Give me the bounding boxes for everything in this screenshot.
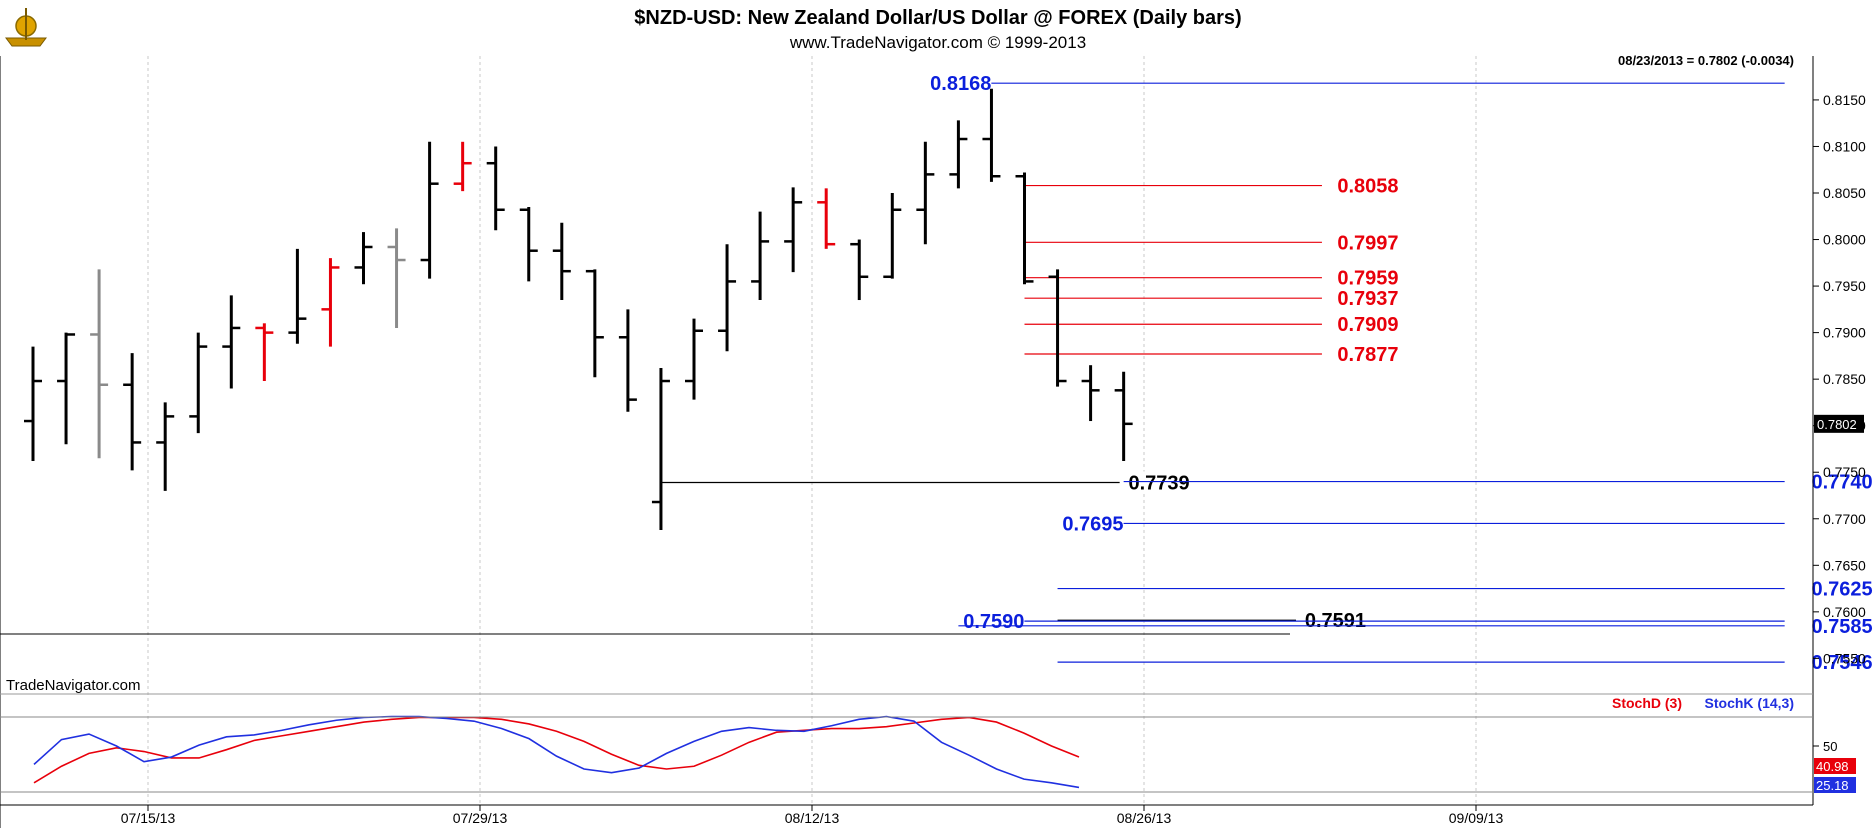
price-level-label-bg: [1802, 577, 1873, 600]
y-tick-label: 0.8000: [1823, 232, 1866, 248]
chart-subtitle: www.TradeNavigator.com © 1999-2013: [789, 33, 1086, 52]
price-level-label: 0.8168: [930, 73, 991, 95]
y-tick-label: 0.8050: [1823, 185, 1866, 201]
price-level-label: 0.7546: [1811, 652, 1872, 674]
y-tick-label: 0.8100: [1823, 138, 1866, 154]
y-tick-label: 0.8150: [1823, 92, 1866, 108]
y-tick-label: 0.7750: [1823, 464, 1866, 480]
price-level-label-bg: [1328, 287, 1399, 310]
price-level-label-bg: [1802, 614, 1873, 637]
price-level-label: 0.7739: [1128, 472, 1189, 494]
x-tick-label: 07/15/13: [121, 810, 176, 826]
y-tick-label: 0.7700: [1823, 511, 1866, 527]
price-level-label: 0.8058: [1337, 176, 1398, 198]
x-tick-label: 09/09/13: [1449, 810, 1504, 826]
y-tick-label: 0.7900: [1823, 325, 1866, 341]
stoch-line-d: [33, 716, 1080, 784]
last-price-label: 0.7802: [1817, 417, 1857, 432]
price-level-label-bg: [921, 72, 992, 95]
price-level-label: 0.7959: [1337, 268, 1398, 290]
y-tick-label: 0.7650: [1823, 557, 1866, 573]
x-tick-label: 08/12/13: [785, 810, 840, 826]
price-level-label: 0.7740: [1811, 472, 1872, 494]
price-bars: [24, 88, 1133, 530]
price-level-label-bg: [1328, 343, 1399, 366]
last-quote: 08/23/2013 = 0.7802 (-0.0034): [1618, 53, 1794, 68]
y-tick-label: 0.7600: [1823, 604, 1866, 620]
price-level-label-bg: [1328, 266, 1399, 289]
price-level-label: 0.7585: [1811, 616, 1872, 638]
axes: 07/15/13 07/29/13 08/12/13 08/26/13 09/09/13…: [0, 56, 1866, 828]
grid-layer: [147, 56, 1477, 805]
price-level-label-bg: [1328, 231, 1399, 254]
price-level-label-bg: [1053, 512, 1124, 535]
y-tick-label: 0.7550: [1823, 650, 1866, 666]
stoch-d-value-box: [1814, 758, 1856, 774]
price-level-label: 0.7937: [1337, 288, 1398, 310]
stoch-d-value: 40.98: [1816, 759, 1849, 774]
x-tick-label: 08/26/13: [1117, 810, 1172, 826]
last-price-box: [1814, 414, 1864, 433]
stoch-line-k: [33, 715, 1080, 789]
price-level-label: 0.7590: [963, 611, 1024, 633]
price-level-label: 0.7909: [1337, 314, 1398, 336]
y-tick-label: 0.7950: [1823, 278, 1866, 294]
stoch-legend-k: StochK (14,3): [1705, 695, 1794, 711]
price-level-label: 0.7695: [1062, 513, 1123, 535]
stoch-y-label: 50: [1823, 739, 1837, 754]
price-level-label-bg: [1119, 471, 1190, 494]
price-level-label-bg: [1802, 470, 1873, 493]
stoch-k-value-box: [1814, 777, 1856, 793]
stoch-legend-d: StochD (3): [1612, 695, 1682, 711]
price-level-label: 0.7997: [1337, 232, 1398, 254]
logo-icon: [5, 8, 47, 47]
price-level-label-bg: [954, 610, 1025, 633]
x-tick-label: 07/29/13: [453, 810, 508, 826]
y-tick-label: 0.7850: [1823, 371, 1866, 387]
price-level-label-bg: [1328, 174, 1399, 197]
stoch-k-value: 25.18: [1816, 778, 1849, 793]
price-level-label: 0.7877: [1337, 344, 1398, 366]
price-level-label-bg: [1802, 651, 1873, 674]
price-level-label: 0.7625: [1811, 579, 1872, 601]
watermark: TradeNavigator.com: [6, 677, 141, 694]
price-level-label-bg: [1328, 313, 1399, 336]
chart-title: $NZD-USD: New Zealand Dollar/US Dollar @…: [634, 7, 1241, 29]
stochastic-panel: StochD (3) StochK (14,3) 50 40.98 25.18: [33, 695, 1856, 793]
